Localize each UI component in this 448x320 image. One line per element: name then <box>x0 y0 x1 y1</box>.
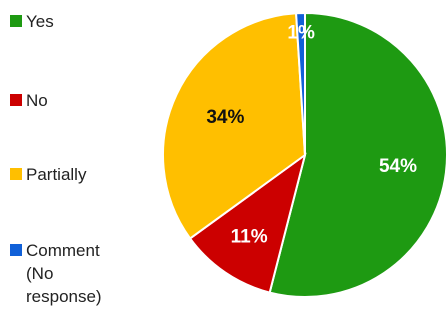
legend-item-no: No <box>10 89 134 112</box>
legend-swatch-no <box>10 94 22 106</box>
pie-slice-comment-no-response <box>295 11 306 156</box>
legend-item-comment-no-response: Comment (No response) <box>10 239 122 308</box>
legend-swatch-comment-no-response <box>10 244 22 256</box>
legend-label-no: No <box>26 91 48 110</box>
legend-item-partially: Partially <box>10 163 134 186</box>
pie-slice-labels: 54% 11% 34% 1% <box>206 22 417 247</box>
legend-label-yes: Yes <box>26 12 54 31</box>
legend-swatch-partially <box>10 168 22 180</box>
legend-swatch-yes <box>10 15 22 27</box>
legend-label-partially: Partially <box>26 165 87 184</box>
pie-slice-label-no: 11% <box>231 227 268 248</box>
legend-label-comment-no-response: Comment (No response) <box>26 241 102 306</box>
pie-slice-yes <box>268 11 448 298</box>
pie-slices <box>162 11 448 298</box>
legend-item-yes: Yes <box>10 10 134 33</box>
pie-slice-label-yes: 54% <box>379 156 417 177</box>
pie-slice-label-partially: 34% <box>206 107 244 128</box>
pie-slice-partially <box>162 12 307 240</box>
pie-slice-label-comment-no-response: 1% <box>287 22 315 43</box>
pie-slice-no <box>188 152 307 294</box>
